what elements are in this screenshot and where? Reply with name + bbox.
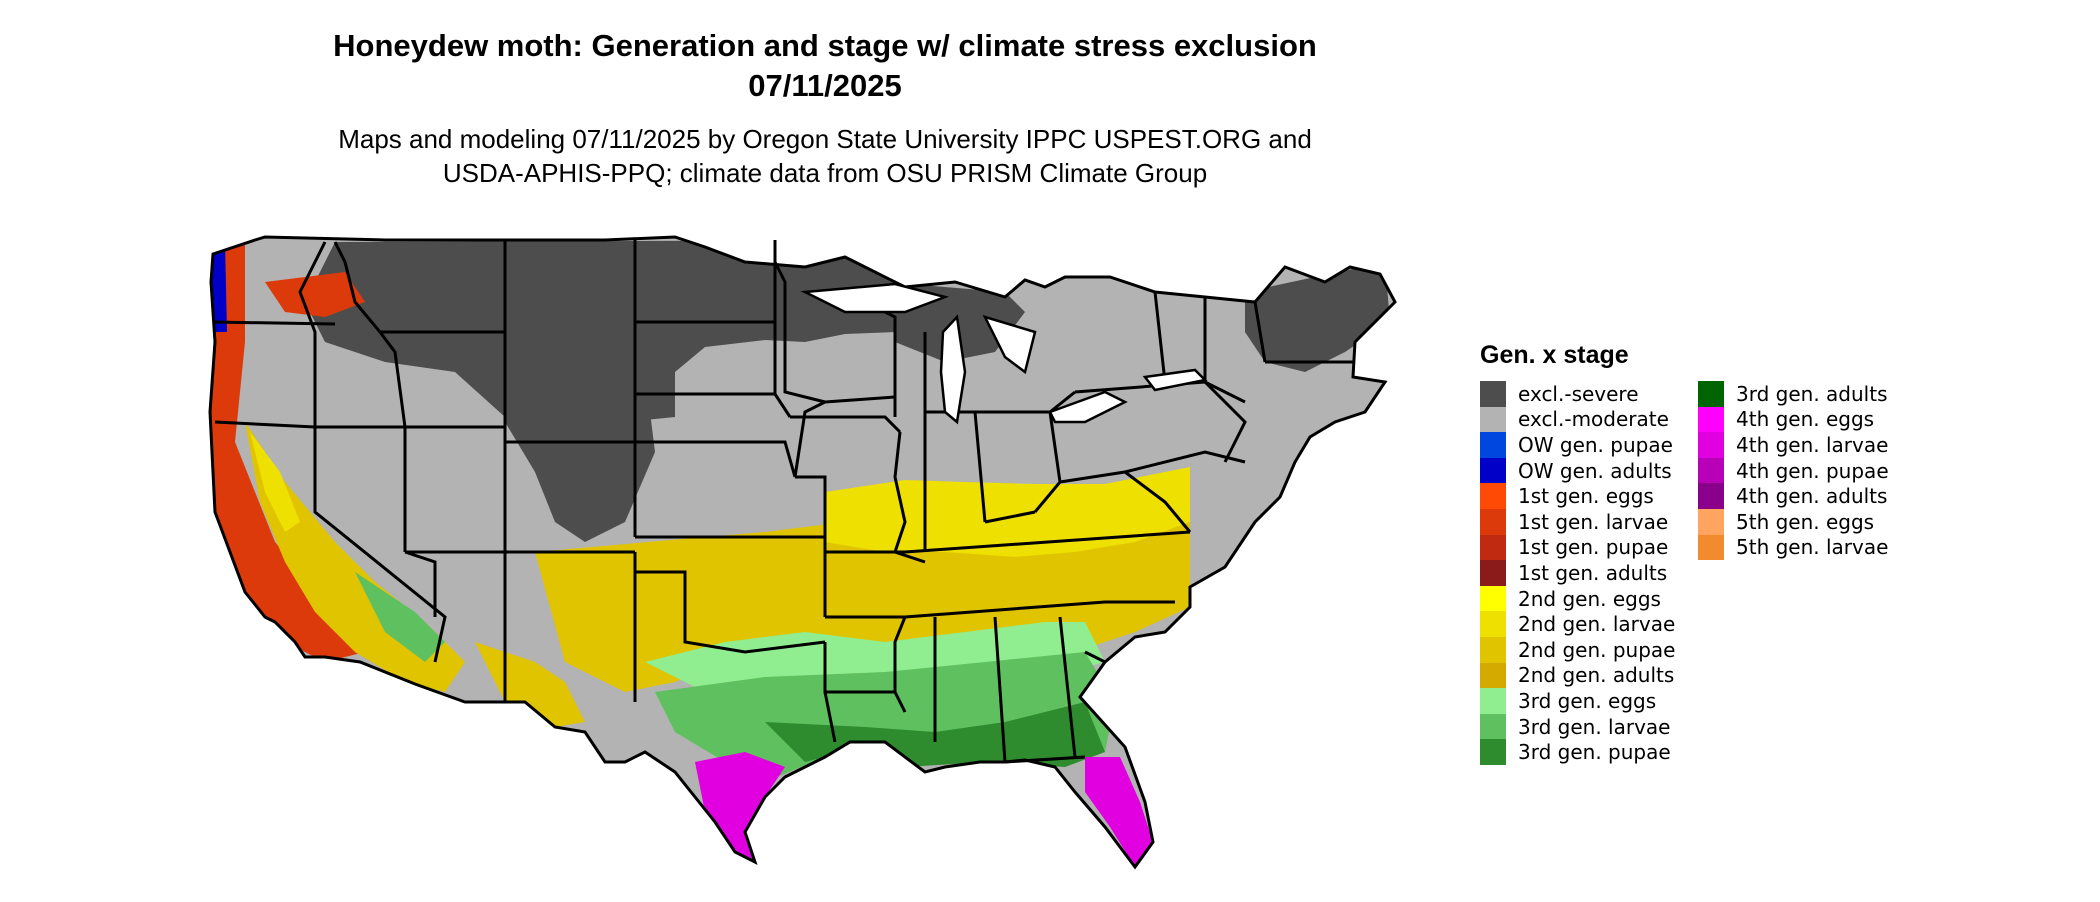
legend-label: 3rd gen. adults xyxy=(1736,381,1888,406)
legend-label: 2nd gen. pupae xyxy=(1518,637,1676,662)
legend-label: 1st gen. larvae xyxy=(1518,509,1669,534)
legend-title: Gen. x stage xyxy=(1480,341,1629,369)
zone-2nd-gen-eggs-valley xyxy=(250,432,300,532)
legend-swatch xyxy=(1480,432,1506,458)
legend-label: 1st gen. adults xyxy=(1518,560,1668,585)
legend-item: excl.-moderate xyxy=(1480,406,1675,433)
legend-item: 5th gen. larvae xyxy=(1698,534,1889,561)
legend-item: 4th gen. larvae xyxy=(1698,432,1889,458)
legend-label: 3rd gen. eggs xyxy=(1518,688,1657,713)
zone-2nd-gen-eggs-band xyxy=(825,467,1190,557)
legend-swatch xyxy=(1698,406,1724,433)
legend-swatch xyxy=(1480,483,1506,509)
legend-swatch xyxy=(1480,611,1506,637)
us-generation-stage-map xyxy=(208,235,1397,870)
zone-excl-severe-rockies xyxy=(505,332,655,542)
legend-item: 3rd gen. larvae xyxy=(1480,713,1675,740)
legend-swatch xyxy=(1698,457,1724,484)
legend-swatch xyxy=(1480,636,1506,663)
legend-label: 3rd gen. pupae xyxy=(1518,740,1671,765)
legend-swatch xyxy=(1698,508,1724,535)
legend-label: excl.-severe xyxy=(1518,381,1639,406)
zone-4th-gen-florida xyxy=(1085,757,1153,867)
legend-item: 2nd gen. adults xyxy=(1480,662,1675,689)
credits-line-1: Maps and modeling 07/11/2025 by Oregon S… xyxy=(338,124,1312,154)
legend-swatch xyxy=(1480,406,1506,433)
legend-item: 2nd gen. larvae xyxy=(1480,611,1675,637)
zone-4th-gen-texas xyxy=(695,752,785,862)
legend-label: 3rd gen. larvae xyxy=(1518,714,1671,739)
zone-excl-severe-north xyxy=(305,240,925,422)
legend-swatch xyxy=(1480,713,1506,740)
state-boundaries xyxy=(208,235,1397,870)
map-title: Honeydew moth: Generation and stage w/ c… xyxy=(333,28,1317,63)
legend-label: 1st gen. pupae xyxy=(1518,535,1669,560)
great-lakes xyxy=(800,282,1208,425)
legend-label: 2nd gen. eggs xyxy=(1518,586,1661,611)
legend-item: OW gen. pupae xyxy=(1480,432,1675,458)
legend-item: 3rd gen. pupae xyxy=(1480,739,1675,765)
zone-2nd-gen-arizona xyxy=(475,642,585,727)
legend-label: 1st gen. eggs xyxy=(1518,484,1654,509)
legend-swatch xyxy=(1698,381,1724,407)
legend-label: OW gen. adults xyxy=(1518,458,1672,483)
legend-label: OW gen. pupae xyxy=(1518,432,1673,457)
legend-swatch xyxy=(1698,534,1724,561)
legend-swatch xyxy=(1698,432,1724,458)
legend-item: 3rd gen. eggs xyxy=(1480,688,1675,714)
legend-item: OW gen. adults xyxy=(1480,457,1675,484)
legend-item: excl.-severe xyxy=(1480,381,1675,407)
legend-swatch xyxy=(1480,662,1506,689)
legend-item: 2nd gen. pupae xyxy=(1480,636,1676,663)
legend-swatch xyxy=(1698,483,1724,509)
legend-item: 4th gen. eggs xyxy=(1698,406,1889,433)
zone-1st-gen-pacific xyxy=(210,242,365,662)
legend-item: 3rd gen. adults xyxy=(1698,381,1889,407)
legend-swatch xyxy=(1480,457,1506,484)
legend-item: 1st gen. adults xyxy=(1480,560,1675,586)
legend-item: 1st gen. larvae xyxy=(1480,508,1675,535)
legend-column-1: excl.-severe excl.-moderate OW gen. pupae O… xyxy=(1480,381,1675,765)
legend-label: 5th gen. eggs xyxy=(1736,509,1875,534)
legend-column-2: 3rd gen. adults 4th gen. eggs 4th gen. lar… xyxy=(1698,381,1889,561)
legend-label: 2nd gen. larvae xyxy=(1518,612,1676,637)
legend-label: 4th gen. eggs xyxy=(1736,407,1875,432)
legend-item: 4th gen. pupae xyxy=(1698,457,1889,484)
legend-label: 4th gen. larvae xyxy=(1736,432,1889,457)
legend-item: 4th gen. adults xyxy=(1698,483,1889,509)
legend-item: 5th gen. eggs xyxy=(1698,508,1889,535)
legend-swatch xyxy=(1480,688,1506,714)
legend-item: 2nd gen. eggs xyxy=(1480,585,1675,612)
legend-label: 5th gen. larvae xyxy=(1736,535,1889,560)
credits-line-2: USDA-APHIS-PPQ; climate data from OSU PR… xyxy=(442,158,1208,188)
legend-swatch xyxy=(1480,381,1506,407)
legend-swatch xyxy=(1480,739,1506,765)
legend-label: 4th gen. pupae xyxy=(1736,458,1889,483)
legend-label: 4th gen. adults xyxy=(1736,484,1888,509)
legend-label: 2nd gen. adults xyxy=(1518,663,1675,688)
zone-1st-gen-inland xyxy=(265,272,365,317)
zone-ow-adults-coast xyxy=(210,242,227,332)
map-date: 07/11/2025 xyxy=(748,68,902,103)
legend-swatch xyxy=(1480,508,1506,535)
legend-swatch xyxy=(1480,585,1506,612)
legend-swatch xyxy=(1480,534,1506,561)
legend-label: excl.-moderate xyxy=(1518,407,1669,432)
zone-3rd-gen-desert xyxy=(355,572,445,662)
legend-item: 1st gen. eggs xyxy=(1480,483,1675,509)
legend-swatch xyxy=(1480,560,1506,586)
legend-item: 1st gen. pupae xyxy=(1480,534,1675,561)
